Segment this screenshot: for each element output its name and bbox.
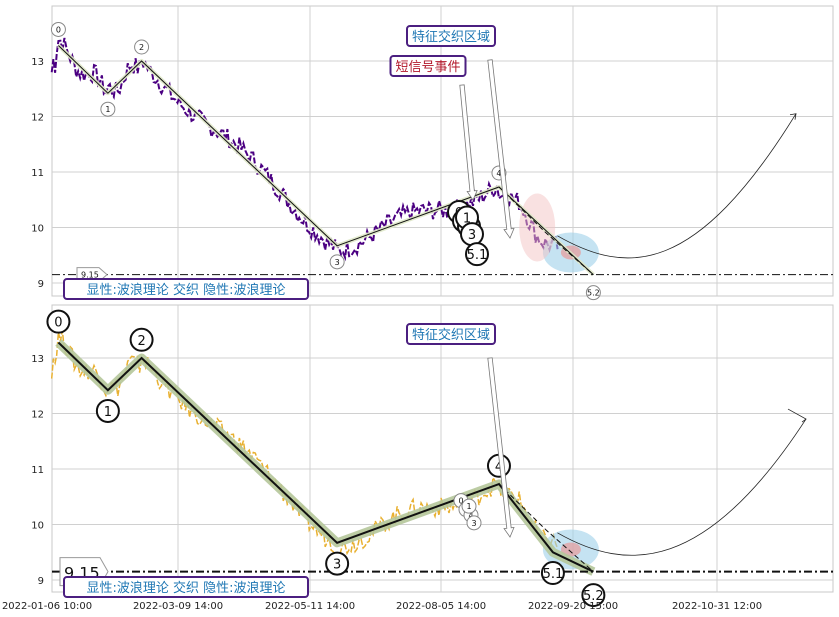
wave-marker-label: 3 [471,519,476,528]
arc-arrowhead [789,113,797,120]
wave-marker-label: 5.2 [583,589,604,604]
wave-lines [55,44,596,576]
wave-marker-circle [466,515,482,531]
y-tick-label: 12 [31,113,44,124]
feature-zone-label: 特征交织区域 [412,29,490,45]
wave-marker-circle [329,254,345,270]
short-signal-label-box [389,55,467,77]
short-signal-arrow [459,84,478,201]
wave-marker-label: 0 [458,497,463,506]
x-tick-label: 2022-03-09 14:00 [133,601,223,612]
signal-zone-blob [560,542,581,557]
arc-arrowhead [787,408,807,423]
wave-marker-label: 5.1 [467,248,488,263]
wave-marker-circle [325,551,350,576]
wave-marker-label: 1 [463,212,471,227]
wave-marker-circle [95,398,120,423]
feature-zone-arrow [487,59,515,239]
wave-marker-circle [134,39,150,55]
x-tick-label: 2022-05-11 14:00 [265,601,355,612]
short-signal-zone [519,193,556,262]
wave-marker-label: 4 [468,511,473,520]
wave-marker-circle [465,242,489,267]
wave-marker-label: 5.1 [543,567,564,582]
y-tick-label: 13 [31,57,44,68]
price-line [50,37,559,262]
feature-zone-arrow [487,357,515,538]
wave-line [58,45,594,276]
wave-marker-circle [461,498,477,514]
y-tick-label: 10 [31,521,44,532]
y-tick-label: 9 [38,279,44,290]
projection-arc [557,113,797,259]
wave-marker-label: 5.2 [587,289,600,298]
wave-marker-circle [540,561,565,586]
wave-marker-label: 0 [54,316,62,331]
wave-theory-note-box [63,278,309,300]
wave-marker-circle [585,285,601,301]
wave-marker-circle [129,327,154,352]
y-tick-label: 10 [31,224,44,235]
wave-marker-label: 0 [56,25,61,34]
wave-marker-label: 1 [104,405,112,420]
wave-marker-label: 3 [333,558,341,573]
wave-marker-label: 4 [496,169,501,178]
wave-theory-note-box [63,576,309,598]
wave-marker-label: 4 [495,460,503,475]
x-tick-label: 2022-10-31 12:00 [672,601,762,612]
x-tick-label: 2022-09-20 15:00 [528,601,618,612]
wave-marker-label: 1 [105,105,110,114]
wave-marker-circle [581,583,606,608]
support-value-label: 9.15 [81,271,99,280]
sub-wave-line [498,186,594,276]
wave-marker-circle [100,101,116,117]
wave-theory-note: 显性:波浪理论 交织 隐性:波浪理论 [86,580,285,596]
sub-wave-line [498,483,594,573]
y-tick-label: 11 [31,465,44,476]
y-tick-label: 13 [31,354,44,365]
x-tick-label: 2022-08-05 14:00 [396,601,486,612]
top-panel-frame [51,5,834,297]
feature-zone-label-box [406,25,496,47]
wave-theory-note: 显性:波浪理论 交织 隐性:波浪理论 [86,282,285,298]
projection-arc [557,418,807,556]
y-tick-label: 12 [31,410,44,421]
projection-arcs [557,113,807,556]
wave-marker-circle [50,21,66,37]
y-tick-label: 9 [38,576,44,587]
wave-marker-label: 3 [468,228,476,243]
y-tick-label: 11 [31,168,44,179]
x-tick-label: 2022-01-06 10:00 [2,601,92,612]
wave-marker-circle [46,309,71,334]
wave-marker-label: 3 [335,258,340,267]
wave-marker-label: 1 [466,502,471,511]
wave-marker-label: 2 [139,43,144,52]
wave-marker-label: 2 [137,334,145,349]
wave-line [57,341,594,573]
bottom-panel-frame [51,304,834,593]
feature-zone-label: 特征交织区域 [412,327,490,343]
feature-zone-label-box [406,323,496,345]
short-signal-label: 短信号事件 [395,60,460,75]
